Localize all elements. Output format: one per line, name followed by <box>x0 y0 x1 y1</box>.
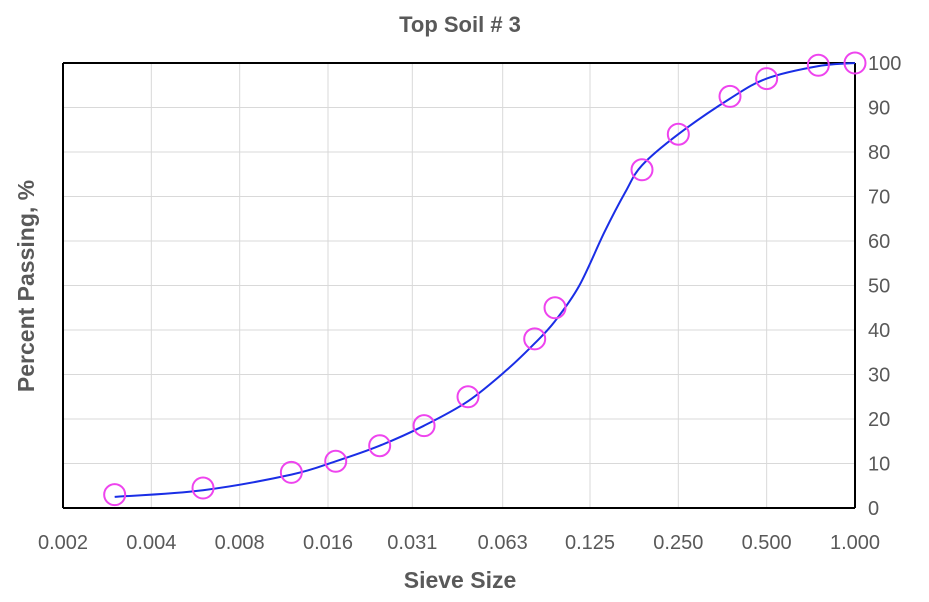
data-point-marker <box>543 296 567 320</box>
x-tick-label: 0.250 <box>653 532 703 554</box>
y-tick-label: 80 <box>868 142 890 164</box>
x-tick-label: 0.031 <box>387 532 437 554</box>
tick-labels: 0.002 0.004 0.008 0.016 0.031 0.063 0.125 0.250… <box>38 53 901 554</box>
x-tick-label: 0.063 <box>478 532 528 554</box>
y-tick-label: 10 <box>868 454 890 476</box>
y-tick-label: 0 <box>868 498 879 520</box>
data-point-marker <box>191 476 215 500</box>
y-tick-label: 90 <box>868 98 890 120</box>
x-tick-label: 1.000 <box>830 532 880 554</box>
data-markers-group <box>103 51 867 507</box>
x-tick-label: 0.125 <box>565 532 615 554</box>
y-tick-label: 100 <box>868 53 901 75</box>
fitted-curve-line <box>114 62 856 498</box>
y-tick-label: 70 <box>868 187 890 209</box>
y-tick-label: 40 <box>868 320 890 342</box>
x-tick-label: 0.008 <box>215 532 265 554</box>
axes <box>62 62 856 509</box>
data-point-marker <box>718 84 742 108</box>
data-point-marker <box>666 122 690 146</box>
y-tick-label: 50 <box>868 276 890 298</box>
y-axis-label: Percent Passing, % <box>13 180 39 392</box>
y-tick-label: 20 <box>868 409 890 431</box>
y-tick-label: 30 <box>868 365 890 387</box>
data-point-marker <box>279 460 303 484</box>
fitted-curve-group <box>114 62 856 498</box>
data-point-marker <box>324 449 348 473</box>
data-point-marker <box>523 327 547 351</box>
chart-title: Top Soil # 3 <box>399 12 521 37</box>
x-tick-label: 0.500 <box>742 532 792 554</box>
data-point-marker <box>368 434 392 458</box>
data-point-marker <box>806 53 830 77</box>
x-tick-label: 0.016 <box>303 532 353 554</box>
x-tick-label: 0.002 <box>38 532 88 554</box>
x-axis-label: Sieve Size <box>404 567 517 593</box>
data-point-marker <box>412 414 436 438</box>
grid-lines <box>62 62 856 509</box>
y-tick-label: 60 <box>868 231 890 253</box>
data-point-marker <box>630 158 654 182</box>
data-point-marker <box>456 385 480 409</box>
data-point-marker <box>755 67 779 91</box>
data-point-marker <box>103 483 127 507</box>
x-tick-label: 0.004 <box>126 532 176 554</box>
data-point-marker <box>843 51 867 75</box>
